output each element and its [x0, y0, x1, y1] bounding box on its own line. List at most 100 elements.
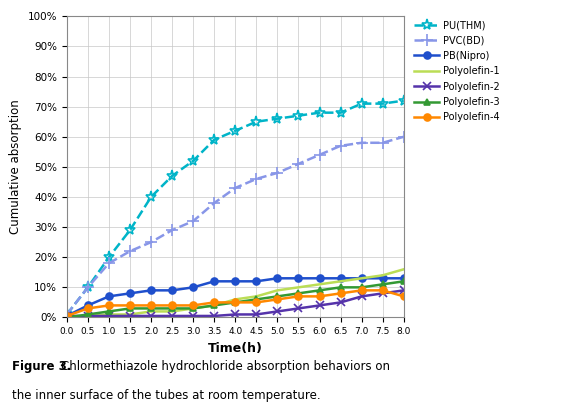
PU(THM) [295, 113, 302, 118]
Line: Polyolefin-4: Polyolefin-4 [63, 287, 407, 319]
Polyolefin-4 [316, 294, 323, 299]
PVC(BD) [84, 285, 91, 290]
Polyolefin-2 [232, 312, 239, 317]
PVC(BD) [211, 201, 218, 206]
Polyolefin-3 [148, 306, 155, 311]
PB(Nipro) [232, 279, 239, 284]
Polyolefin-1 [337, 279, 344, 284]
Polyolefin-1 [400, 267, 407, 272]
PB(Nipro) [274, 276, 281, 281]
Y-axis label: Cumulative absorption: Cumulative absorption [9, 99, 22, 234]
PB(Nipro) [106, 294, 113, 299]
PB(Nipro) [168, 288, 175, 293]
Polyolefin-4 [127, 303, 134, 308]
PU(THM) [358, 101, 365, 106]
PVC(BD) [316, 152, 323, 157]
Line: Polyolefin-2: Polyolefin-2 [63, 286, 408, 320]
Polyolefin-4 [295, 294, 302, 299]
Polyolefin-1 [84, 313, 91, 318]
Polyolefin-4 [189, 303, 196, 308]
Polyolefin-4 [253, 300, 260, 305]
Text: the inner surface of the tubes at room temperature.: the inner surface of the tubes at room t… [12, 389, 320, 402]
PU(THM) [400, 98, 407, 103]
PU(THM) [106, 255, 113, 260]
Polyolefin-1 [316, 282, 323, 287]
X-axis label: Time(h): Time(h) [208, 342, 263, 355]
Polyolefin-3 [253, 297, 260, 302]
Polyolefin-4 [84, 306, 91, 311]
PVC(BD) [232, 186, 239, 190]
Polyolefin-2 [211, 313, 218, 318]
Polyolefin-1 [379, 273, 386, 278]
PVC(BD) [168, 228, 175, 232]
Polyolefin-2 [106, 313, 113, 318]
Polyolefin-1 [106, 312, 113, 317]
PVC(BD) [379, 140, 386, 145]
PVC(BD) [358, 140, 365, 145]
Polyolefin-2 [274, 309, 281, 314]
PU(THM) [127, 228, 134, 232]
Polyolefin-4 [148, 303, 155, 308]
Polyolefin-3 [84, 312, 91, 317]
Polyolefin-3 [379, 282, 386, 287]
Polyolefin-3 [232, 300, 239, 305]
PU(THM) [189, 158, 196, 163]
PB(Nipro) [84, 303, 91, 308]
Polyolefin-4 [63, 313, 70, 318]
PU(THM) [253, 119, 260, 124]
Text: Figure 3.: Figure 3. [12, 360, 71, 373]
PB(Nipro) [379, 276, 386, 281]
Text: Chlormethiazole hydrochloride absorption behaviors on: Chlormethiazole hydrochloride absorption… [61, 360, 390, 373]
PU(THM) [232, 128, 239, 133]
PVC(BD) [274, 171, 281, 175]
Polyolefin-1 [232, 297, 239, 302]
PU(THM) [211, 137, 218, 142]
Polyolefin-1 [253, 294, 260, 299]
PB(Nipro) [295, 276, 302, 281]
Polyolefin-2 [189, 313, 196, 318]
PU(THM) [379, 101, 386, 106]
PVC(BD) [337, 143, 344, 148]
Polyolefin-2 [253, 312, 260, 317]
PVC(BD) [295, 162, 302, 166]
PB(Nipro) [337, 276, 344, 281]
Polyolefin-1 [358, 276, 365, 281]
Polyolefin-3 [211, 303, 218, 308]
PB(Nipro) [400, 276, 407, 281]
PU(THM) [63, 312, 70, 317]
Polyolefin-1 [127, 312, 134, 317]
PU(THM) [316, 110, 323, 115]
PVC(BD) [127, 249, 134, 254]
Polyolefin-1 [63, 315, 70, 320]
Polyolefin-1 [211, 303, 218, 308]
PB(Nipro) [211, 279, 218, 284]
Polyolefin-1 [168, 309, 175, 314]
PVC(BD) [63, 312, 70, 317]
Polyolefin-2 [316, 303, 323, 308]
Polyolefin-4 [400, 294, 407, 299]
Polyolefin-1 [274, 288, 281, 293]
PB(Nipro) [316, 276, 323, 281]
Polyolefin-2 [379, 291, 386, 296]
Polyolefin-4 [337, 291, 344, 296]
PVC(BD) [400, 134, 407, 139]
Line: Polyolefin-1: Polyolefin-1 [67, 269, 404, 317]
Line: PVC(BD): PVC(BD) [61, 131, 410, 320]
Polyolefin-4 [211, 300, 218, 305]
Polyolefin-3 [337, 285, 344, 290]
Polyolefin-2 [127, 313, 134, 318]
Polyolefin-1 [295, 285, 302, 290]
Polyolefin-1 [148, 309, 155, 314]
PVC(BD) [189, 219, 196, 223]
Polyolefin-3 [316, 288, 323, 293]
PVC(BD) [253, 177, 260, 182]
Polyolefin-4 [379, 288, 386, 293]
Polyolefin-2 [63, 313, 70, 318]
PU(THM) [274, 116, 281, 121]
Polyolefin-4 [168, 303, 175, 308]
Polyolefin-1 [189, 306, 196, 311]
Polyolefin-3 [358, 285, 365, 290]
Polyolefin-2 [168, 313, 175, 318]
PB(Nipro) [189, 285, 196, 290]
Polyolefin-4 [232, 300, 239, 305]
